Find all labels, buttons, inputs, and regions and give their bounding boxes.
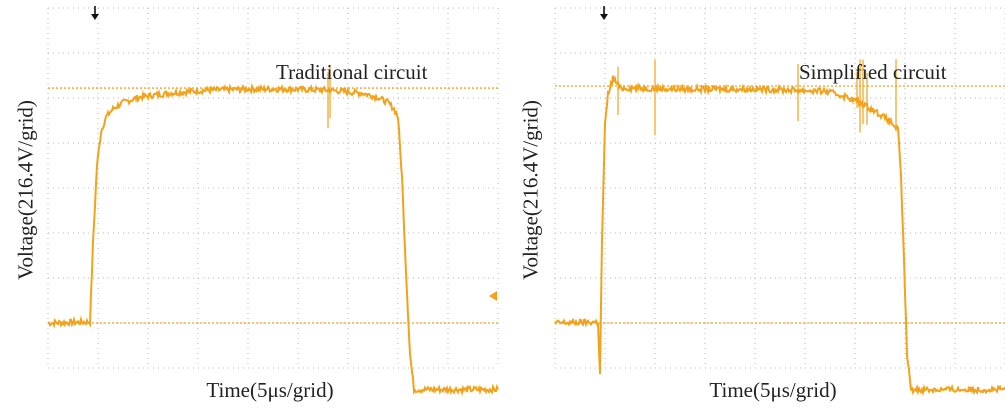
trigger-marker-arrow-icon (91, 14, 99, 20)
chart-traditional-circuit: Traditional circuit Voltage(216.4V/grid)… (13, 6, 499, 402)
level-marker-icon (489, 291, 497, 301)
x-axis-label: Time(5μs/grid) (206, 378, 334, 402)
chart-simplified-circuit: Simplified circuit Voltage(216.4V/grid) … (505, 0, 1005, 411)
plot-area-simplified (554, 6, 1005, 397)
trigger-marker-arrow-icon (600, 14, 608, 20)
y-axis-label: Voltage(216.4V/grid) (13, 100, 38, 280)
x-axis-label: Time(5μs/grid) (709, 378, 837, 402)
y-axis-label: Voltage(216.4V/grid) (518, 100, 543, 280)
chart-title: Simplified circuit (799, 60, 947, 84)
voltage-trace (554, 75, 1005, 397)
plot-area-traditional (47, 6, 499, 397)
chart-title: Traditional circuit (276, 60, 428, 84)
voltage-trace (47, 82, 499, 397)
